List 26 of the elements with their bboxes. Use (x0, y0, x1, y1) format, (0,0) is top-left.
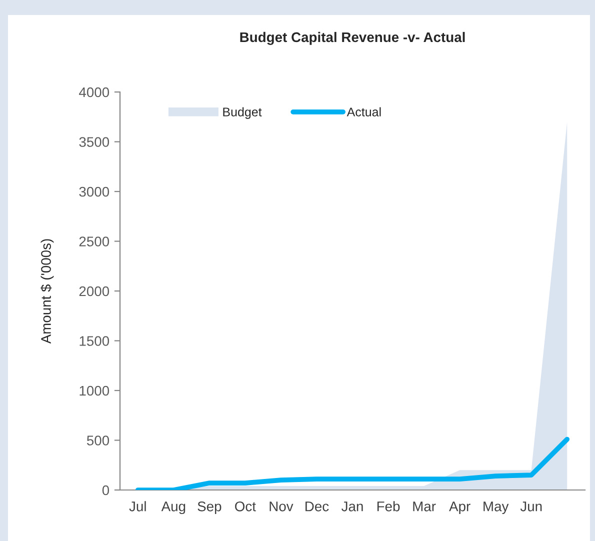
x-tick-label: Jun (520, 502, 542, 512)
y-tick-label: 500 (86, 436, 110, 446)
legend-label: Actual (346, 107, 381, 116)
y-tick-label: 4000 (79, 87, 110, 98)
x-tick-label: May (484, 502, 509, 514)
x-tick-label: Dec (306, 502, 329, 512)
x-tick-label: Feb (377, 501, 400, 512)
line-series (135, 436, 570, 490)
y-tick-label: 1000 (80, 386, 110, 396)
x-tick-label: Nov (270, 502, 294, 512)
y-axis-title: Amount $ ('000s) (40, 239, 54, 344)
y-tick-label: 2500 (79, 236, 110, 246)
chart-title: Budget Capital Revenue -v- Actual (240, 32, 465, 45)
x-tick-label: Jul (129, 501, 146, 512)
x-tick-label: Oct (235, 501, 256, 512)
legend-label: Budget (223, 107, 262, 119)
y-tick-label: 1500 (80, 336, 110, 346)
x-tick-label: Jan (342, 502, 363, 512)
x-tick-label: Aug (161, 502, 186, 514)
x-tick-label: Sep (198, 501, 222, 514)
y-tick-label: 3500 (79, 137, 110, 147)
x-tick-label: Apr (449, 502, 470, 514)
y-tick-label: 2000 (79, 286, 110, 296)
x-tick-label: Mar (413, 502, 436, 512)
y-tick-label: 3000 (79, 186, 110, 197)
y-tick-label: 0 (102, 485, 110, 496)
